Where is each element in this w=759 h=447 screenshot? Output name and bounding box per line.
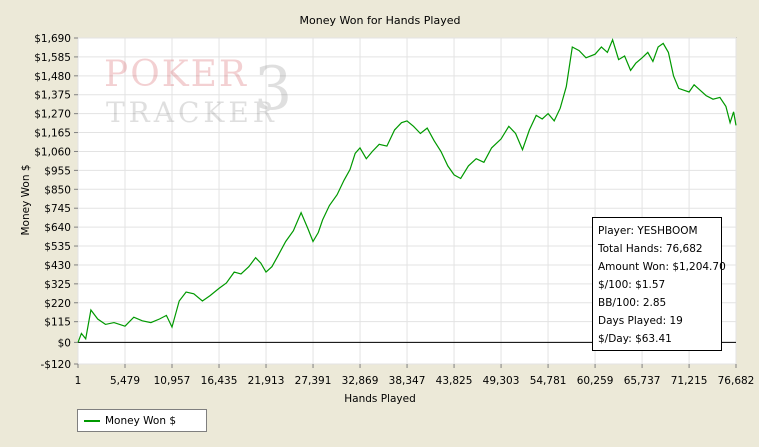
y-tick-label: $745 xyxy=(44,203,71,215)
stat-per-day: $/Day: $63.41 xyxy=(598,333,672,345)
x-tick-label: 38,347 xyxy=(389,375,426,387)
stat-days-played: Days Played: 19 xyxy=(598,315,683,327)
y-tick-label: $1,165 xyxy=(34,128,71,140)
x-tick-label: 10,957 xyxy=(154,375,191,387)
x-tick-label: 76,682 xyxy=(718,375,755,387)
y-tick-label: $640 xyxy=(44,222,71,234)
y-tick-label: $115 xyxy=(44,317,71,329)
chart-title: Money Won for Hands Played xyxy=(300,14,461,27)
player-stats-box: Player: YESHBOOM Total Hands: 76,682 Amo… xyxy=(592,217,726,351)
y-axis-title: Money Won $ xyxy=(20,164,32,235)
x-tick-label: 49,303 xyxy=(483,375,520,387)
y-tick-label: $850 xyxy=(44,184,71,196)
y-tick-label: $535 xyxy=(44,241,71,253)
x-tick-label: 21,913 xyxy=(248,375,285,387)
stat-amount-won: Amount Won: $1,204.70 xyxy=(598,261,726,273)
x-axis-ticks: 1 5,479 10,957 16,435 21,913 27,391 32,869 38,3… xyxy=(75,364,755,387)
x-tick-label: 5,479 xyxy=(110,375,140,387)
x-gridlines xyxy=(77,38,737,364)
x-tick-label: 16,435 xyxy=(201,375,238,387)
x-tick-label: 1 xyxy=(75,375,82,387)
y-tick-label: $220 xyxy=(44,298,71,310)
stat-player: Player: YESHBOOM xyxy=(598,225,698,237)
stat-total-hands: Total Hands: 76,682 xyxy=(598,243,703,255)
x-tick-label: 71,215 xyxy=(671,375,708,387)
y-tick-label: $430 xyxy=(44,260,71,272)
y-tick-label: -$120 xyxy=(40,359,71,371)
y-tick-label: $1,060 xyxy=(34,146,71,158)
legend-label: Money Won $ xyxy=(105,414,177,427)
x-tick-label: 27,391 xyxy=(295,375,332,387)
y-tick-label: $1,270 xyxy=(34,109,71,121)
chart-legend: Money Won $ xyxy=(77,409,207,432)
legend-swatch xyxy=(84,419,100,422)
x-tick-label: 60,259 xyxy=(577,375,614,387)
x-tick-label: 65,737 xyxy=(624,375,661,387)
y-tick-label: $1,375 xyxy=(34,90,71,102)
y-tick-label: $1,480 xyxy=(34,71,71,83)
y-tick-label: $1,690 xyxy=(34,33,71,45)
y-tick-label: $325 xyxy=(44,279,71,291)
stat-per-100: $/100: $1.57 xyxy=(598,279,666,291)
y-tick-label: $1,585 xyxy=(34,52,71,64)
series-line-money-won xyxy=(77,38,737,343)
x-axis-title: Hands Played xyxy=(344,393,415,405)
y-tick-label: $0 xyxy=(58,337,71,349)
stat-bb-100: BB/100: 2.85 xyxy=(598,297,667,309)
x-tick-label: 43,825 xyxy=(436,375,473,387)
x-tick-label: 32,869 xyxy=(342,375,379,387)
y-tick-label: $955 xyxy=(44,165,71,177)
x-tick-label: 54,781 xyxy=(530,375,567,387)
y-axis-ticks: -$120 $0 $115 $220 $325 $430 $535 $640 $745 $850 $… xyxy=(34,33,78,371)
